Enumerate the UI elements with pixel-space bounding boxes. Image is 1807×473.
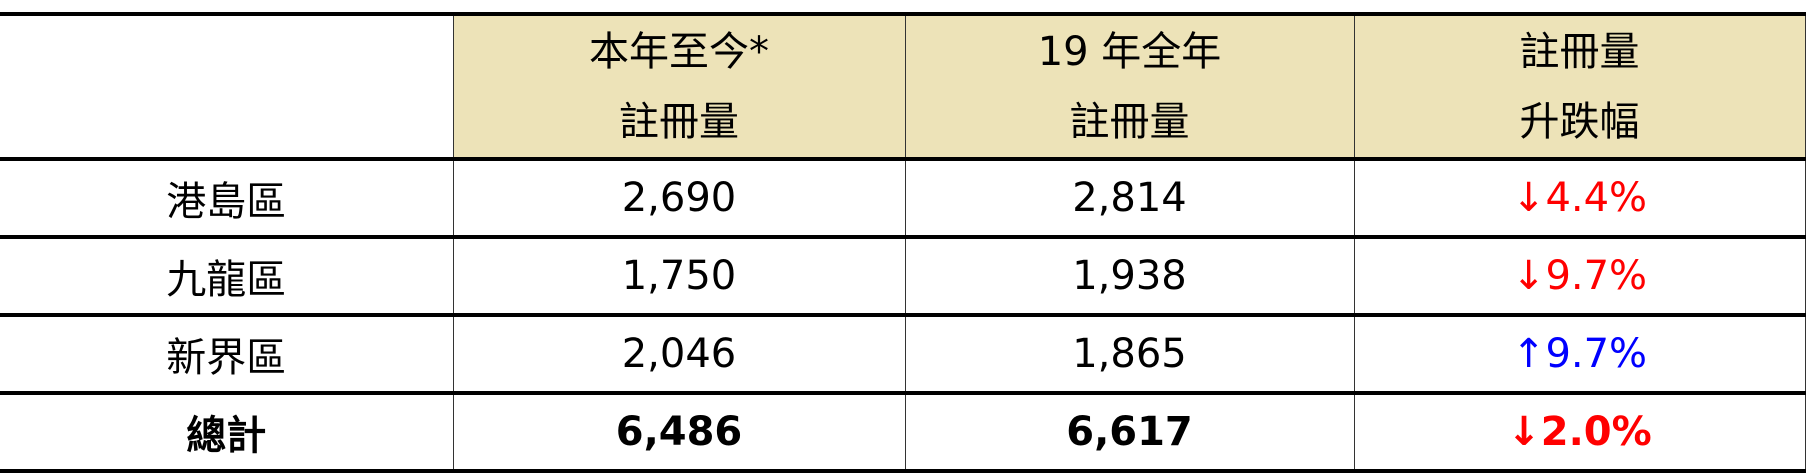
district-cell: 九龍區 bbox=[0, 236, 454, 317]
total-row: 總計 6,486 6,617 ↓2.0% bbox=[0, 392, 1806, 473]
district-cell: 總計 bbox=[0, 392, 454, 473]
district-cell: 新界區 bbox=[0, 314, 454, 395]
full-year-cell: 6,617 bbox=[904, 392, 1355, 473]
change-cell: ↓2.0% bbox=[1353, 392, 1806, 473]
table-row: 新界區 2,046 1,865 ↑9.7% bbox=[0, 314, 1806, 395]
header-ytd: 本年至今* 註冊量 bbox=[452, 12, 906, 161]
header-change: 註冊量 升跌幅 bbox=[1353, 12, 1806, 161]
full-year-cell: 1,938 bbox=[904, 236, 1355, 317]
header-row: 本年至今* 註冊量 19 年全年 註冊量 註冊量 升跌幅 bbox=[0, 12, 1806, 161]
ytd-cell: 6,486 bbox=[452, 392, 906, 473]
change-cell: ↓4.4% bbox=[1353, 158, 1806, 239]
change-cell: ↑9.7% bbox=[1353, 314, 1806, 395]
header-full-year: 19 年全年 註冊量 bbox=[904, 12, 1355, 161]
ytd-cell: 2,046 bbox=[452, 314, 906, 395]
district-cell: 港島區 bbox=[0, 158, 454, 239]
change-cell: ↓9.7% bbox=[1353, 236, 1806, 317]
table-row: 九龍區 1,750 1,938 ↓9.7% bbox=[0, 236, 1806, 317]
full-year-cell: 2,814 bbox=[904, 158, 1355, 239]
header-blank-cell bbox=[0, 12, 454, 161]
full-year-cell: 1,865 bbox=[904, 314, 1355, 395]
registration-table: 本年至今* 註冊量 19 年全年 註冊量 註冊量 升跌幅 港島區 2,690 2,81… bbox=[0, 12, 1806, 473]
ytd-cell: 1,750 bbox=[452, 236, 906, 317]
ytd-cell: 2,690 bbox=[452, 158, 906, 239]
table-row: 港島區 2,690 2,814 ↓4.4% bbox=[0, 158, 1806, 239]
